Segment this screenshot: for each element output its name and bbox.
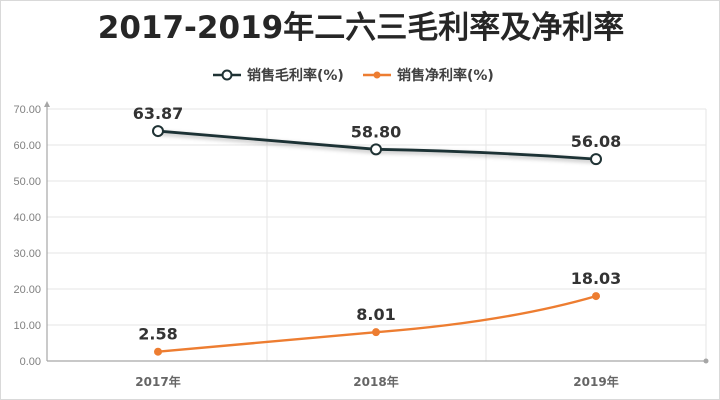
- data-label: 56.08: [571, 132, 622, 151]
- legend-label-net-margin: 销售净利率(%): [397, 67, 494, 84]
- series-1: 2.58 8.01 18.03: [138, 269, 621, 356]
- series-line-0: [157, 129, 597, 161]
- x-tick-label: 2019年: [573, 374, 618, 389]
- series-0: 63.87 58.80 56.08: [133, 104, 622, 166]
- legend-label-gross-margin: 销售毛利率(%): [247, 67, 344, 84]
- x-tick-label: 2017年: [135, 374, 180, 389]
- legend-marker-net-margin: [373, 71, 381, 79]
- data-label: 58.80: [351, 122, 402, 141]
- y-tick-label: 20.00: [13, 284, 41, 296]
- x-axis-ticks: 2017年 2018年 2019年: [135, 374, 618, 389]
- data-point: [592, 292, 600, 301]
- y-tick-label: 40.00: [13, 212, 41, 224]
- y-tick-label: 70.00: [13, 104, 41, 116]
- data-label: 8.01: [356, 305, 395, 324]
- y-tick-label: 10.00: [13, 320, 41, 332]
- y-axis-ticks: 0.00 10.00 20.00 30.00 40.00 50.00 60.00 70.00: [13, 104, 41, 368]
- data-point: [370, 143, 382, 156]
- y-tick-label: 50.00: [13, 176, 41, 188]
- chart-title: 2017-2019年二六三毛利率及净利率: [98, 10, 624, 46]
- data-label: 63.87: [133, 104, 184, 123]
- x-axis-end-marker: [703, 358, 709, 364]
- legend: 销售毛利率(%) 销售净利率(%): [213, 67, 494, 84]
- legend-item-gross-margin[interactable]: 销售毛利率(%): [213, 67, 344, 84]
- x-tick-label: 2018年: [353, 374, 398, 389]
- data-label: 18.03: [571, 269, 622, 288]
- data-label: 2.58: [138, 325, 177, 344]
- legend-item-net-margin[interactable]: 销售净利率(%): [363, 67, 494, 84]
- data-point: [590, 153, 602, 166]
- data-point: [152, 125, 164, 138]
- y-axis-arrow: [44, 101, 50, 107]
- gridlines: [46, 108, 707, 361]
- data-point: [154, 347, 162, 356]
- y-tick-label: 30.00: [13, 248, 41, 260]
- axes: [44, 101, 709, 364]
- series-group: 63.87 58.80 56.08 2.58 8.01 18.03: [133, 104, 622, 356]
- series-line-1: [157, 294, 597, 353]
- legend-marker-gross-margin: [221, 69, 233, 81]
- y-tick-label: 60.00: [13, 140, 41, 152]
- y-tick-label: 0.00: [20, 356, 41, 368]
- data-point: [372, 328, 380, 337]
